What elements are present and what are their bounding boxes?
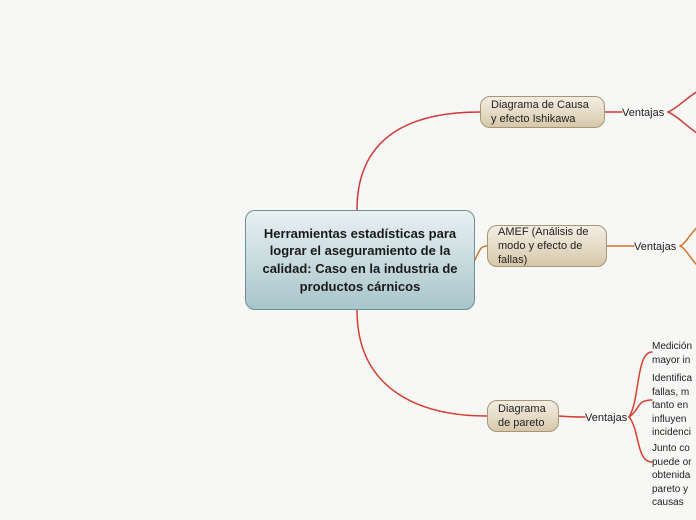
branch-label: Diagrama de Causa y efecto Ishikawa (491, 98, 594, 127)
branch-label: AMEF (Análisis de modo y efecto de falla… (498, 225, 596, 268)
branch-amef[interactable]: AMEF (Análisis de modo y efecto de falla… (487, 225, 607, 267)
branch-pareto[interactable]: Diagrama de pareto (487, 400, 559, 432)
leaf-ventajas-amef[interactable]: Ventajas (634, 240, 676, 254)
leaf-ventajas-pareto[interactable]: Ventajas (585, 411, 627, 425)
pareto-detail-1: Medición mayor in (652, 340, 696, 367)
branch-label: Diagrama de pareto (498, 402, 548, 431)
root-node[interactable]: Herramientas estadísticas para lograr el… (245, 210, 475, 310)
leaf-ventajas-ishikawa[interactable]: Ventajas (622, 106, 664, 120)
pareto-detail-3: Junto co puede or obtenida pareto y caus… (652, 442, 696, 510)
root-label: Herramientas estadísticas para lograr el… (260, 225, 460, 295)
pareto-detail-2: Identifica fallas, m tanto en influyen i… (652, 372, 696, 440)
branch-ishikawa[interactable]: Diagrama de Causa y efecto Ishikawa (480, 96, 605, 128)
